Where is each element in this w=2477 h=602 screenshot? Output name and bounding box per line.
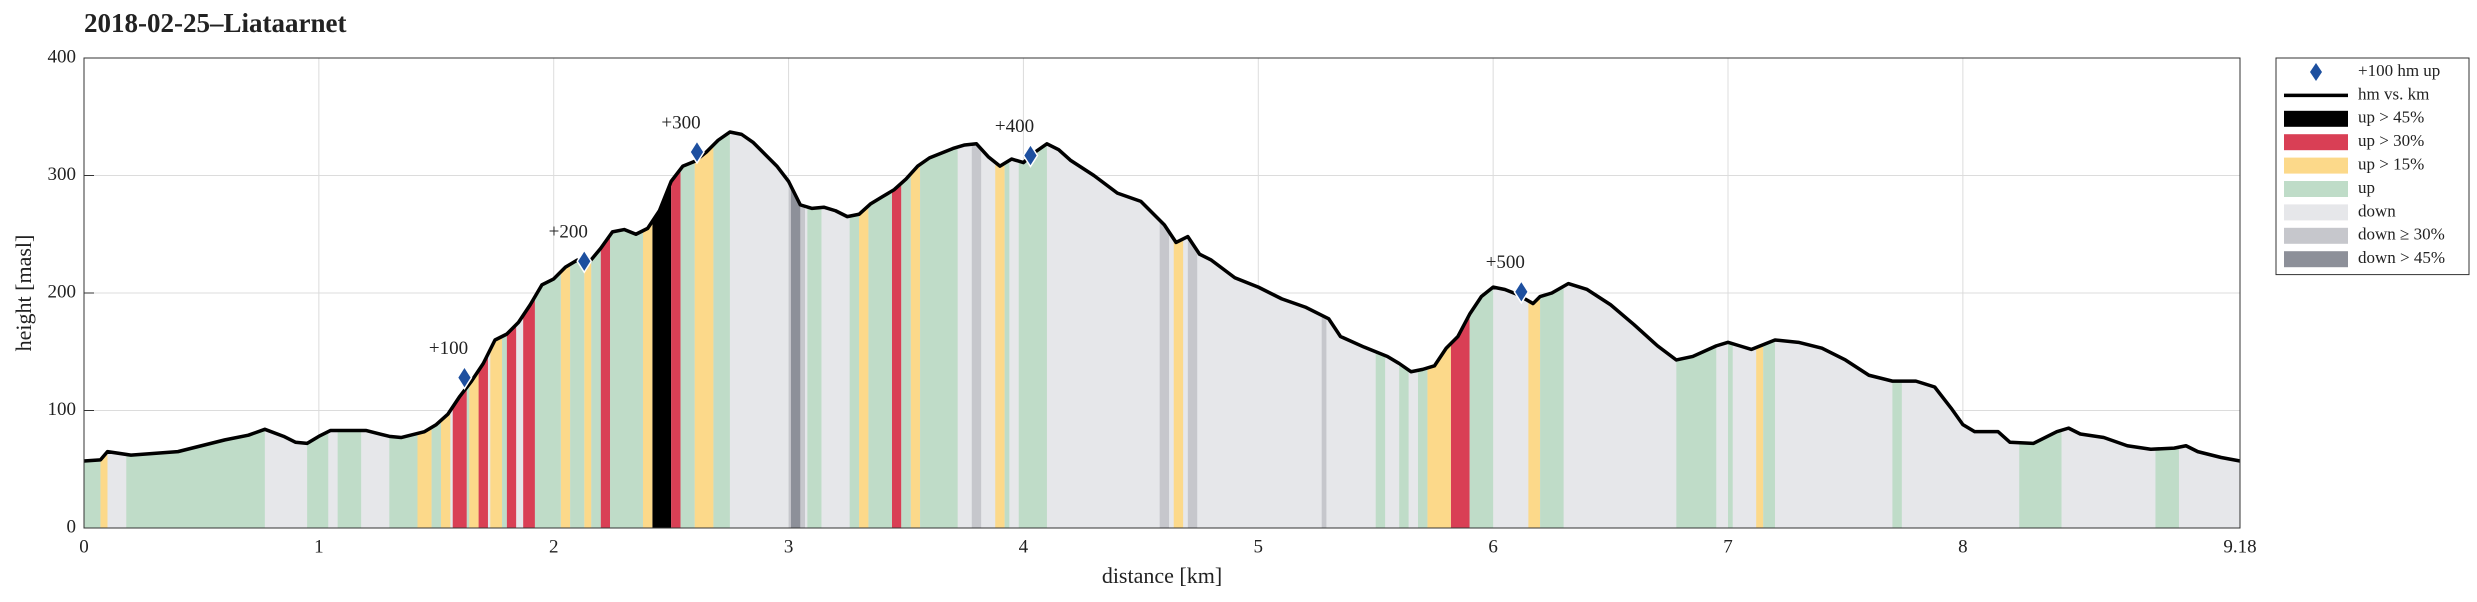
grade-segment (570, 132, 585, 528)
grade-segment (910, 132, 921, 528)
y-axis-label: height [masl] (11, 235, 36, 352)
grade-segment (1018, 132, 1047, 528)
grade-segment (671, 132, 681, 528)
legend-swatch (2284, 134, 2348, 151)
legend-swatch (2284, 227, 2348, 244)
grade-segment (868, 132, 892, 528)
grade-segment (920, 132, 958, 528)
grade-segment (523, 132, 535, 528)
legend-swatch (2284, 157, 2348, 174)
legend-label: down (2358, 201, 2396, 220)
x-tick-label: 8 (1958, 536, 1968, 557)
legend-marker (2310, 63, 2322, 81)
marker-label: +200 (549, 222, 588, 243)
grade-segment (891, 132, 902, 528)
legend-label: up > 30% (2358, 131, 2424, 150)
x-tick-label: 9.18 (2223, 536, 2256, 557)
legend-label: up > 15% (2358, 155, 2424, 174)
legend-swatch (2284, 181, 2348, 197)
grade-segment (591, 132, 601, 528)
legend-label: hm vs. km (2358, 84, 2429, 103)
legend-label: +100 hm up (2358, 61, 2440, 80)
y-tick-label: 0 (67, 516, 77, 537)
marker (689, 139, 705, 165)
marker (576, 248, 593, 274)
marker (1022, 143, 1039, 168)
grade-segment (560, 132, 571, 528)
x-tick-label: 1 (314, 536, 324, 557)
grade-segment (713, 132, 730, 528)
x-axis-label: distance [km] (1102, 563, 1222, 588)
x-tick-label: 4 (1019, 536, 1029, 557)
grade-segment (584, 132, 592, 528)
x-tick-label: 5 (1254, 536, 1264, 557)
chart-title: 2018-02-25–Liataarnet (84, 8, 346, 38)
x-tick-label: 6 (1488, 536, 1498, 557)
grade-segment (849, 132, 860, 528)
grade-segment (971, 132, 982, 528)
legend-label: up > 45% (2358, 108, 2424, 127)
x-tick-label: 3 (784, 536, 794, 557)
grade-segment (1004, 132, 1010, 528)
grade-segment (652, 132, 672, 528)
marker-label: +500 (1486, 252, 1525, 273)
grade-segment (1321, 132, 1327, 528)
marker-label: +300 (661, 112, 700, 133)
grade-segment (1528, 132, 1541, 528)
plot-frame (83, 57, 2241, 529)
grade-segment (600, 132, 611, 528)
grade-segment (694, 132, 714, 528)
grade-segment (1187, 132, 1198, 528)
grade-segment (1173, 132, 1184, 528)
marker (456, 365, 473, 390)
y-tick-label: 400 (48, 46, 77, 67)
grade-segment (788, 132, 791, 528)
marker-label: +100 (429, 338, 468, 359)
grade-segment (800, 132, 806, 528)
legend-swatch (2284, 204, 2348, 221)
grade-segment (859, 132, 869, 528)
marker-label: +400 (995, 116, 1034, 137)
x-tick-label: 7 (1723, 536, 1733, 557)
y-tick-label: 300 (48, 164, 77, 185)
marker (1513, 279, 1530, 305)
grade-segment (901, 132, 911, 528)
x-tick-label: 2 (549, 536, 559, 557)
grade-segment (807, 132, 822, 528)
legend-label: down ≥ 30% (2358, 225, 2445, 244)
x-tick-label: 0 (79, 536, 89, 557)
grade-segment (680, 132, 695, 528)
legend-swatch (2284, 251, 2348, 268)
legend-swatch (2284, 110, 2348, 127)
y-tick-label: 100 (48, 399, 77, 420)
grade-segment (790, 132, 801, 528)
grade-segment (642, 132, 653, 528)
grade-segment (1159, 132, 1170, 528)
legend-label: down > 45% (2358, 248, 2445, 267)
y-tick-label: 200 (48, 281, 77, 302)
grade-segment (610, 132, 643, 528)
grade-segment (995, 132, 1005, 528)
legend-label: up (2358, 178, 2375, 197)
